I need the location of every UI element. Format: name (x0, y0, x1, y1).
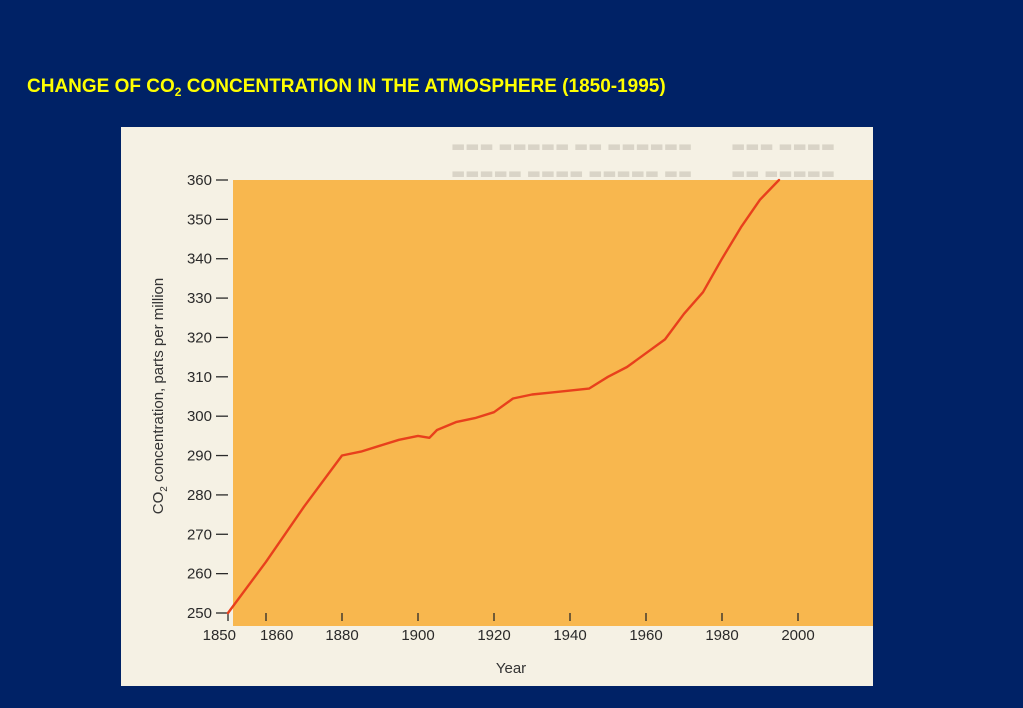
plot-area (233, 180, 873, 626)
page-title: CHANGE OF CO2 CONCENTRATION IN THE ATMOS… (27, 76, 666, 99)
co2-line-chart: 250 260 270 280 290 300 310 320 330 340 350 360 1850… (150, 172, 815, 677)
y-tick-label: 320 (187, 329, 212, 346)
chart-photo: ▬▬▬ ▬▬▬▬▬ ▬▬ ▬▬▬▬▬▬ ▬▬▬▬▬ ▬▬▬▬ ▬▬▬▬▬ ▬▬ ▬▬… (121, 127, 873, 686)
x-axis-label: Year (496, 660, 526, 677)
x-tick-label: 1920 (477, 627, 510, 644)
x-tick-label: 1850 (203, 627, 236, 644)
y-tick-label: 360 (187, 172, 212, 189)
y-tick-label: 330 (187, 290, 212, 307)
y-tick-label: 250 (187, 605, 212, 622)
x-tick-label: 1960 (629, 627, 662, 644)
y-tick-label: 270 (187, 526, 212, 543)
y-tick-label: 280 (187, 487, 212, 504)
y-tick-label: 260 (187, 566, 212, 583)
y-tick-label: 300 (187, 408, 212, 425)
y-tick-label: 340 (187, 251, 212, 268)
x-tick-label: 1860 (260, 627, 293, 644)
x-tick-label: 1900 (401, 627, 434, 644)
x-tick-label: 1980 (705, 627, 738, 644)
y-axis-label: CO2 concentration, parts per million (150, 278, 170, 515)
y-tick-label: 310 (187, 369, 212, 386)
x-tick-label: 1940 (553, 627, 586, 644)
co2-series-line (226, 178, 781, 615)
y-tick-label: 350 (187, 211, 212, 228)
x-tick-label: 2000 (781, 627, 814, 644)
y-tick-label: 290 (187, 448, 212, 465)
x-tick-label: 1880 (325, 627, 358, 644)
